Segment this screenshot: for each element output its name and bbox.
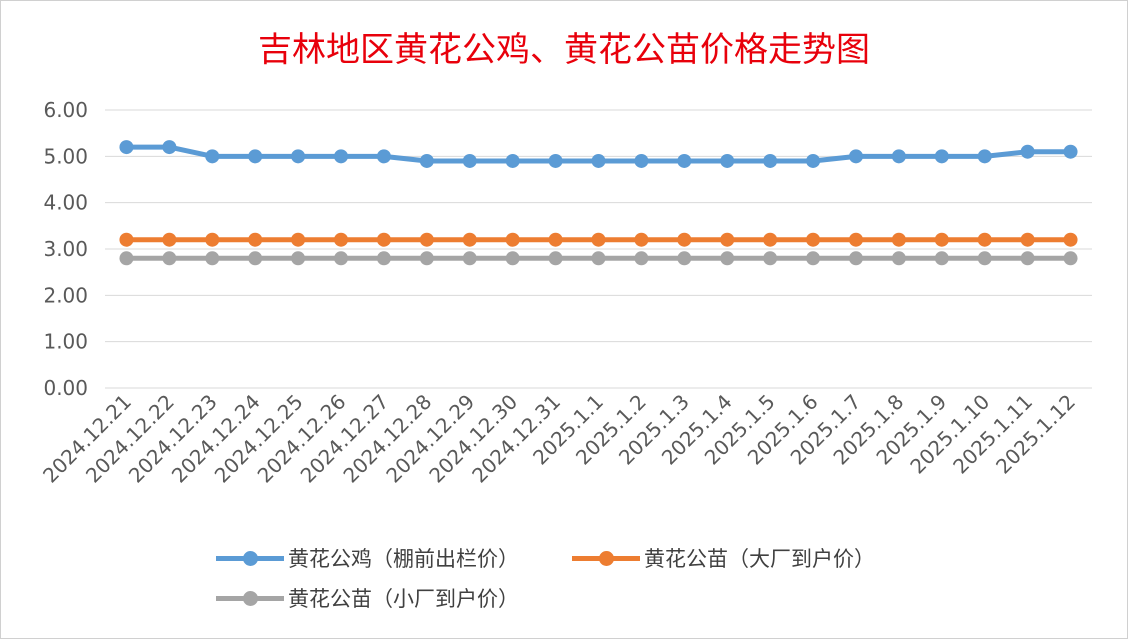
- data-point-series-1: [548, 153, 563, 168]
- data-point-series-1: [376, 149, 391, 164]
- data-point-series-3: [934, 251, 949, 266]
- data-point-series-3: [634, 251, 649, 266]
- data-point-series-1: [505, 153, 520, 168]
- y-tick-label: 0.00: [43, 376, 88, 400]
- data-point-series-1: [977, 149, 992, 164]
- data-point-series-2: [548, 232, 563, 247]
- data-point-series-1: [334, 149, 349, 164]
- data-point-series-1: [934, 149, 949, 164]
- data-point-series-2: [162, 232, 177, 247]
- data-point-series-1: [677, 153, 692, 168]
- data-point-series-2: [334, 232, 349, 247]
- legend-item-series-3: 黄花公苗（小厂到户价）: [216, 583, 519, 613]
- data-point-series-3: [1020, 251, 1035, 266]
- data-point-series-1: [806, 153, 821, 168]
- data-point-series-3: [291, 251, 306, 266]
- data-point-series-3: [419, 251, 434, 266]
- data-point-series-3: [334, 251, 349, 266]
- legend-swatch-series-1: [216, 548, 284, 568]
- data-point-series-1: [763, 153, 778, 168]
- legend-label-series-3: 黄花公苗（小厂到户价）: [288, 587, 519, 611]
- data-point-series-2: [591, 232, 606, 247]
- y-tick-label: 3.00: [43, 237, 88, 261]
- data-point-series-2: [1063, 232, 1078, 247]
- data-point-series-3: [977, 251, 992, 266]
- data-point-series-3: [462, 251, 477, 266]
- data-point-series-2: [419, 232, 434, 247]
- data-point-series-1: [891, 149, 906, 164]
- data-point-series-2: [720, 232, 735, 247]
- data-point-series-3: [376, 251, 391, 266]
- legend-swatch-series-3: [216, 588, 284, 608]
- data-point-series-1: [419, 153, 434, 168]
- data-point-series-1: [462, 153, 477, 168]
- legend-item-series-2: 黄花公苗（大厂到户价）: [572, 543, 875, 573]
- data-point-series-2: [891, 232, 906, 247]
- y-tick-label: 2.00: [43, 283, 88, 307]
- data-point-series-2: [634, 232, 649, 247]
- data-point-series-3: [591, 251, 606, 266]
- data-point-series-3: [891, 251, 906, 266]
- y-tick-label: 6.00: [43, 98, 88, 122]
- y-tick-label: 4.00: [43, 191, 88, 215]
- data-point-series-2: [806, 232, 821, 247]
- data-point-series-3: [505, 251, 520, 266]
- data-point-series-2: [376, 232, 391, 247]
- data-point-series-1: [1063, 144, 1078, 159]
- data-point-series-2: [934, 232, 949, 247]
- data-point-series-1: [848, 149, 863, 164]
- data-point-series-1: [720, 153, 735, 168]
- data-point-series-2: [677, 232, 692, 247]
- chart-title: 吉林地区黄花公鸡、黄花公苗价格走势图: [258, 30, 870, 70]
- legend-label-series-1: 黄花公鸡（棚前出栏价）: [288, 547, 519, 571]
- data-point-series-1: [591, 153, 606, 168]
- data-point-series-2: [119, 232, 134, 247]
- data-point-series-1: [248, 149, 263, 164]
- data-point-series-1: [1020, 144, 1035, 159]
- data-point-series-1: [119, 140, 134, 155]
- data-point-series-1: [205, 149, 220, 164]
- data-point-series-3: [720, 251, 735, 266]
- legend-swatch-series-2: [572, 548, 640, 568]
- data-point-series-3: [806, 251, 821, 266]
- data-point-series-2: [1020, 232, 1035, 247]
- data-point-series-2: [205, 232, 220, 247]
- legend-label-series-2: 黄花公苗（大厂到户价）: [644, 547, 875, 571]
- data-point-series-2: [462, 232, 477, 247]
- legend-item-series-1: 黄花公鸡（棚前出栏价）: [216, 543, 519, 573]
- data-point-series-3: [205, 251, 220, 266]
- data-point-series-2: [291, 232, 306, 247]
- data-point-series-1: [634, 153, 649, 168]
- data-point-series-2: [505, 232, 520, 247]
- data-point-series-3: [548, 251, 563, 266]
- data-point-series-3: [119, 251, 134, 266]
- data-point-series-1: [162, 140, 177, 155]
- data-point-series-3: [763, 251, 778, 266]
- data-point-series-2: [848, 232, 863, 247]
- data-point-series-2: [977, 232, 992, 247]
- data-point-series-2: [763, 232, 778, 247]
- data-point-series-3: [248, 251, 263, 266]
- data-point-series-2: [248, 232, 263, 247]
- data-point-series-3: [677, 251, 692, 266]
- data-point-series-3: [162, 251, 177, 266]
- data-point-series-3: [1063, 251, 1078, 266]
- y-tick-label: 1.00: [43, 330, 88, 354]
- y-tick-label: 5.00: [43, 144, 88, 168]
- data-point-series-1: [291, 149, 306, 164]
- data-point-series-3: [848, 251, 863, 266]
